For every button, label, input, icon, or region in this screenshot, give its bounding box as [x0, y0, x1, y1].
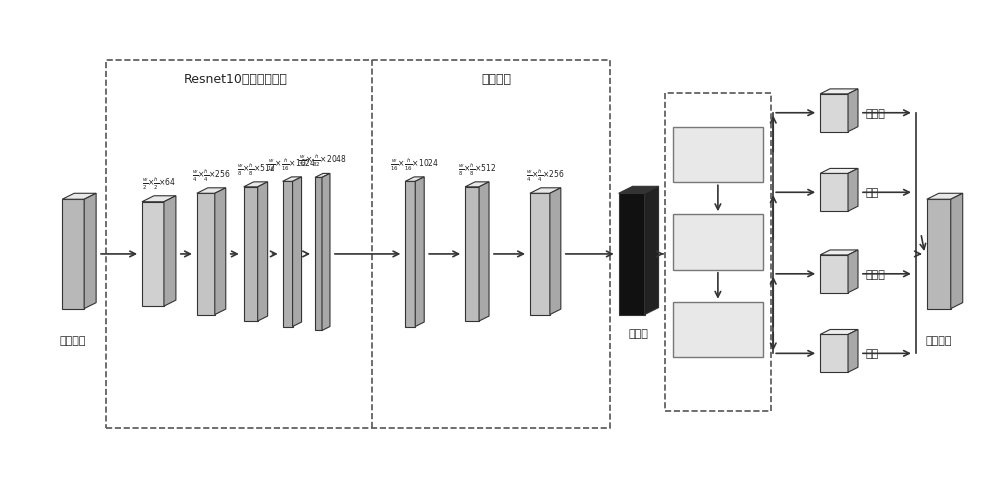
Polygon shape: [62, 200, 84, 309]
Polygon shape: [479, 182, 489, 321]
Polygon shape: [619, 194, 645, 315]
Polygon shape: [820, 169, 858, 174]
Text: 特征图: 特征图: [629, 329, 649, 339]
Text: $\frac{w}{4}$$\times$$\frac{h}{4}$$\times$256: $\frac{w}{4}$$\times$$\frac{h}{4}$$\time…: [192, 167, 231, 183]
Polygon shape: [415, 178, 424, 327]
Text: $\frac{w}{8}$$\times$$\frac{h}{8}$$\times$512: $\frac{w}{8}$$\times$$\frac{h}{8}$$\time…: [237, 161, 275, 178]
Polygon shape: [848, 250, 858, 293]
Polygon shape: [848, 169, 858, 212]
FancyBboxPatch shape: [673, 127, 763, 183]
Polygon shape: [283, 182, 293, 327]
Polygon shape: [465, 187, 479, 321]
Polygon shape: [820, 256, 848, 293]
Polygon shape: [283, 178, 302, 182]
Polygon shape: [820, 330, 858, 335]
Text: 3×3conv: 3×3conv: [692, 149, 744, 162]
Text: 热力图: 热力图: [866, 108, 886, 119]
Text: Resnet10特征提取网络: Resnet10特征提取网络: [184, 73, 288, 86]
Polygon shape: [197, 188, 226, 194]
Text: 输出结果: 输出结果: [926, 336, 952, 346]
Polygon shape: [645, 187, 659, 315]
Polygon shape: [215, 188, 226, 315]
Polygon shape: [405, 182, 415, 327]
Polygon shape: [315, 178, 322, 331]
Polygon shape: [142, 197, 176, 202]
Polygon shape: [951, 194, 963, 309]
Polygon shape: [293, 178, 302, 327]
Polygon shape: [820, 90, 858, 95]
FancyBboxPatch shape: [673, 215, 763, 270]
Polygon shape: [619, 187, 659, 194]
Polygon shape: [258, 182, 268, 321]
Polygon shape: [62, 194, 96, 200]
Text: $\frac{w}{16}$$\times$$\frac{h}{16}$$\times$1024: $\frac{w}{16}$$\times$$\frac{h}{16}$$\ti…: [390, 156, 439, 172]
Polygon shape: [164, 197, 176, 306]
Polygon shape: [848, 330, 858, 373]
Polygon shape: [465, 182, 489, 187]
Polygon shape: [550, 188, 561, 315]
Text: $\frac{w}{2}$$\times$$\frac{h}{2}$$\times$64: $\frac{w}{2}$$\times$$\frac{h}{2}$$\time…: [142, 175, 176, 191]
Polygon shape: [820, 174, 848, 212]
Polygon shape: [142, 202, 164, 306]
Polygon shape: [820, 250, 858, 256]
Polygon shape: [848, 90, 858, 132]
Polygon shape: [84, 194, 96, 309]
Polygon shape: [244, 187, 258, 321]
Text: 长短轴: 长短轴: [866, 269, 886, 279]
Text: 偏置: 偏置: [866, 188, 879, 198]
Text: $\frac{w}{16}$$\times$$\frac{h}{16}$$\times$1024: $\frac{w}{16}$$\times$$\frac{h}{16}$$\ti…: [267, 156, 317, 172]
Text: 输入图像: 输入图像: [60, 336, 86, 346]
Text: $\frac{w}{32}$$\times$$\frac{h}{32}$$\times$2048: $\frac{w}{32}$$\times$$\frac{h}{32}$$\ti…: [298, 153, 347, 169]
Polygon shape: [315, 174, 330, 178]
Text: 1×1conv: 1×1conv: [691, 323, 744, 336]
Text: 反卷积层: 反卷积层: [481, 73, 511, 86]
Polygon shape: [820, 95, 848, 132]
Polygon shape: [405, 178, 424, 182]
Polygon shape: [927, 194, 963, 200]
Polygon shape: [197, 194, 215, 315]
Polygon shape: [530, 194, 550, 315]
FancyBboxPatch shape: [673, 302, 763, 358]
Polygon shape: [820, 335, 848, 373]
Polygon shape: [927, 200, 951, 309]
Text: 角度: 角度: [866, 348, 879, 359]
Polygon shape: [530, 188, 561, 194]
Text: Relu: Relu: [705, 236, 731, 249]
Polygon shape: [322, 174, 330, 331]
Text: $\frac{w}{8}$$\times$$\frac{h}{8}$$\times$512: $\frac{w}{8}$$\times$$\frac{h}{8}$$\time…: [458, 161, 496, 178]
Text: $\frac{w}{4}$$\times$$\frac{h}{4}$$\times$256: $\frac{w}{4}$$\times$$\frac{h}{4}$$\time…: [526, 167, 565, 183]
Polygon shape: [244, 182, 268, 187]
